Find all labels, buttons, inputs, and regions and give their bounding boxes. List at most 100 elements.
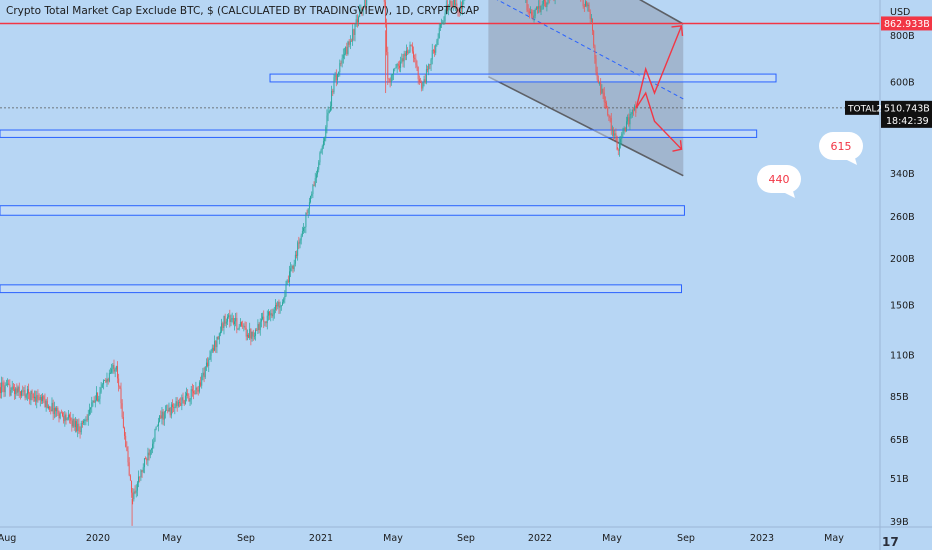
y-tick-label: 800B [890, 31, 915, 42]
candle-body [337, 73, 338, 81]
candle-body [289, 271, 290, 283]
candle [74, 417, 76, 433]
candle-body [317, 169, 319, 175]
candle-body [2, 382, 4, 387]
candle [15, 387, 17, 400]
candle [266, 310, 268, 330]
candle [596, 66, 598, 82]
candle-body [321, 146, 323, 150]
candle [342, 48, 344, 64]
candle [154, 428, 156, 442]
candle [404, 50, 406, 61]
candle-body [101, 384, 103, 388]
candle [283, 297, 285, 304]
candle-body [436, 40, 438, 45]
candle-body [601, 88, 603, 94]
candle [203, 367, 205, 383]
candle [162, 408, 164, 426]
candle [448, 4, 450, 16]
candle-body [305, 212, 307, 228]
candle [259, 318, 261, 336]
candle-body [407, 50, 409, 53]
candle-body [169, 407, 171, 416]
candle [435, 44, 437, 56]
candle [344, 47, 345, 60]
candle [11, 380, 13, 393]
candle [607, 105, 609, 117]
candle [267, 309, 269, 321]
candle [554, 0, 556, 5]
candle-body [45, 400, 47, 408]
candle-body [283, 299, 285, 303]
candle [432, 49, 434, 54]
candle-body [614, 133, 616, 136]
candle-body [286, 280, 288, 285]
candle-body [267, 311, 269, 316]
candle [225, 318, 227, 328]
candle-body [457, 8, 459, 11]
candle [135, 484, 137, 498]
candle-body [452, 0, 454, 7]
candle [248, 332, 249, 339]
candle-body [294, 254, 296, 264]
callout-label: 440 [769, 173, 790, 186]
candle-body [198, 382, 200, 392]
candle [71, 417, 73, 432]
candle [384, 0, 386, 28]
candle-body [395, 67, 397, 69]
candle [420, 77, 421, 84]
candle-body [400, 61, 402, 68]
candle-body [60, 412, 62, 414]
y-tick-label: 110B [890, 350, 915, 361]
candle-body [331, 90, 333, 106]
candle-body [428, 64, 430, 70]
candle [358, 15, 359, 27]
candle-body [221, 323, 223, 332]
candle [150, 447, 152, 455]
candle-body [291, 266, 293, 269]
candle [458, 9, 460, 17]
candle [627, 114, 629, 125]
candle [258, 322, 260, 334]
candle [186, 387, 187, 402]
candle [239, 318, 241, 327]
candle [228, 313, 230, 319]
candle [246, 329, 248, 341]
candle-body [538, 6, 540, 9]
candle [595, 55, 597, 76]
candle-body [310, 195, 311, 203]
candle [49, 405, 51, 412]
candle [94, 395, 96, 408]
candle-body [149, 449, 151, 456]
candle-body [332, 90, 334, 93]
candle-body [81, 423, 83, 424]
candle-body [39, 396, 41, 400]
candle-body [91, 402, 93, 408]
candle-body [193, 391, 194, 394]
x-tick-label: 2020 [86, 533, 110, 544]
candle [527, 4, 529, 15]
candle-body [287, 280, 289, 283]
candle-body [540, 5, 542, 12]
candle-body [132, 492, 134, 500]
candle [397, 61, 399, 70]
candle [265, 320, 267, 328]
candle-body [217, 336, 219, 340]
candle [264, 321, 266, 327]
candle [615, 128, 617, 141]
candle [282, 299, 283, 306]
candle [73, 418, 75, 431]
candle [599, 81, 600, 86]
candle [360, 4, 362, 12]
candle [98, 395, 100, 403]
candle [232, 315, 234, 326]
candle [260, 312, 262, 328]
candle-body [234, 321, 235, 324]
candle-body [126, 446, 128, 451]
candle-body [442, 21, 444, 24]
candle-body [114, 369, 116, 372]
candle [341, 54, 343, 68]
candle-body [595, 58, 597, 73]
candle [253, 332, 255, 340]
